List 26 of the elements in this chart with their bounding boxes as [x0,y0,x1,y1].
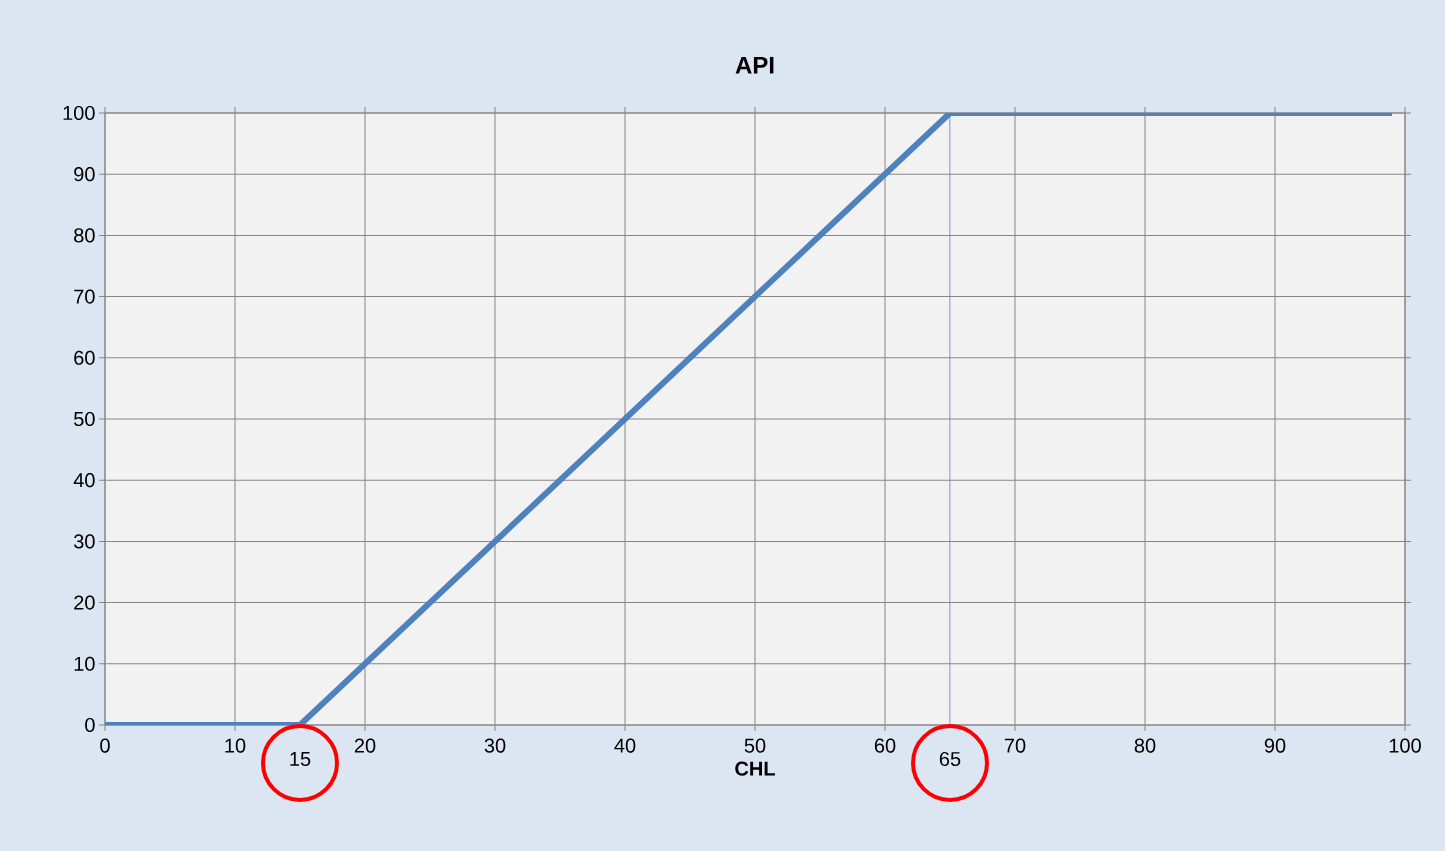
y-tick-label: 60 [74,350,95,365]
y-tick-label: 40 [73,473,95,488]
x-tick-label: 60 [874,738,896,753]
x-tick-label: 30 [484,738,506,753]
y-tick-label: 90 [74,167,95,182]
x-tick-label: 100 [1389,738,1421,753]
x-tick-label: 90 [1264,738,1286,753]
y-tick-label: 100 [63,105,95,121]
x-axis-title: CHL [735,761,775,776]
x-tick-label: 10 [225,738,246,753]
x-tick-label: 20 [354,738,376,753]
x-tick-label: 0 [100,738,110,753]
y-tick-label: 20 [74,595,95,610]
chart-title: API [735,56,774,74]
y-tick-label: 10 [74,656,95,671]
y-tick-label: 0 [85,717,95,733]
x-tick-label: 70 [1004,738,1026,753]
y-tick-label: 50 [74,411,95,427]
x-tick-label: 40 [614,738,636,753]
x-tick-label: 50 [744,738,766,753]
y-tick-label: 70 [74,289,95,304]
y-tick-label: 30 [73,534,95,549]
annotation: 15 [290,752,311,766]
x-tick-label: 80 [1134,738,1156,753]
y-tick-label: 80 [74,228,95,243]
annotation: 65 [939,751,961,767]
